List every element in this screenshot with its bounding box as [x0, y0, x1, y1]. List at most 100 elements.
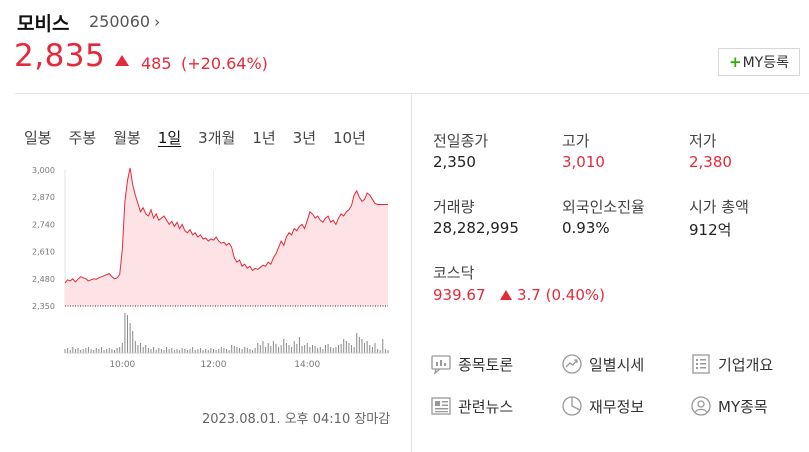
x-tick-label: 12:00 — [201, 360, 227, 370]
high-label: 고가 — [562, 132, 590, 150]
link-company-overview[interactable]: 기업개요 — [690, 353, 773, 375]
link-related-news[interactable]: 관련뉴스 — [430, 395, 513, 417]
volume-bar — [330, 347, 332, 353]
volume-bar — [314, 346, 316, 353]
volume-bar — [197, 349, 199, 353]
tab-3month[interactable]: 3개월 — [198, 129, 236, 147]
foreign-ratio-value: 0.93% — [562, 219, 610, 237]
volume-bar — [384, 349, 386, 353]
volume-bar — [77, 348, 79, 353]
prev-close-value: 2,350 — [433, 153, 476, 171]
volume-bar — [186, 350, 188, 353]
volume-bar — [301, 346, 303, 353]
volume-bar — [212, 349, 214, 353]
high-value: 3,010 — [562, 153, 605, 171]
kosdaq-label: 코스닥 — [433, 264, 475, 282]
kosdaq-change: 3.7 (0.40%) — [500, 286, 605, 304]
volume-bar — [155, 350, 157, 353]
period-tabs: 일봉 주봉 월봉 1일 3개월 1년 3년 10년 — [24, 127, 383, 148]
volume-bar — [327, 344, 329, 353]
volume-bar — [218, 349, 220, 353]
volume-bar — [278, 347, 280, 353]
volume-bar — [202, 350, 204, 353]
link-my-stocks[interactable]: MY종목 — [690, 395, 768, 417]
volume-bar — [345, 341, 347, 353]
volume-bar — [239, 348, 241, 353]
kosdaq-value: 939.67 — [433, 286, 486, 304]
link-discussion[interactable]: 종목토론 — [430, 353, 513, 375]
tab-weekly[interactable]: 주봉 — [68, 129, 97, 147]
link-financial-info[interactable]: 재무정보 — [561, 395, 644, 417]
price-line — [64, 167, 388, 284]
volume-bar — [179, 350, 181, 353]
volume-bar — [147, 348, 149, 353]
volume-bar — [93, 350, 95, 353]
volume-bar — [69, 350, 71, 353]
y-tick-label: 2,870 — [32, 193, 55, 202]
current-price: 2,835 — [14, 38, 106, 74]
chat-chart-icon — [431, 355, 451, 375]
price-area — [65, 167, 388, 306]
volume-bar — [226, 349, 227, 353]
volume-bar — [137, 345, 139, 353]
volume-bar — [113, 350, 115, 353]
tab-1day[interactable]: 1일 — [157, 129, 182, 147]
volume-bar — [158, 348, 160, 353]
tab-monthly[interactable]: 월봉 — [113, 129, 141, 147]
tab-10year[interactable]: 10년 — [333, 129, 366, 147]
stock-code-text: 250060 — [89, 12, 151, 31]
my-register-button[interactable]: + MY등록 — [718, 48, 800, 76]
volume-bar — [119, 347, 121, 353]
volume-bar — [361, 339, 363, 353]
stock-code[interactable]: 250060 › — [89, 12, 160, 31]
volume-bar — [306, 343, 308, 353]
volume-bar — [95, 348, 97, 353]
tab-1year[interactable]: 1년 — [252, 129, 276, 147]
volume-label: 거래량 — [433, 198, 475, 216]
my-register-label: MY등록 — [742, 55, 789, 71]
document-list-icon — [692, 354, 710, 374]
tab-daily[interactable]: 일봉 — [24, 129, 52, 147]
volume-bar — [64, 349, 66, 353]
volume-bar — [267, 343, 269, 353]
volume-bar — [272, 341, 274, 353]
volume-bar — [163, 350, 165, 353]
volume-bar — [72, 347, 74, 353]
link-label: 기업개요 — [718, 355, 774, 374]
volume-bar — [124, 313, 126, 353]
link-label: 일별시세 — [589, 355, 645, 374]
volume-bar — [85, 348, 87, 353]
header-divider — [15, 93, 809, 94]
volume-bar — [293, 341, 295, 353]
volume-bar — [366, 341, 368, 353]
volume-bar — [338, 345, 340, 353]
volume-bar — [168, 349, 170, 353]
volume-bar — [374, 343, 376, 353]
volume-bar — [80, 350, 82, 353]
link-label: 관련뉴스 — [458, 397, 514, 416]
y-tick-label: 2,610 — [32, 248, 55, 257]
volume-bar — [379, 350, 381, 353]
volume-bar — [145, 345, 147, 353]
user-circle-icon — [691, 396, 711, 416]
low-label: 저가 — [689, 132, 717, 150]
volume-bar — [358, 337, 360, 353]
volume-bar — [364, 343, 366, 353]
volume-bar — [199, 348, 201, 353]
link-daily-price[interactable]: 일별시세 — [561, 353, 644, 375]
market-cap-value: 912억 — [689, 221, 732, 239]
tab-3year[interactable]: 3년 — [292, 129, 317, 147]
volume-bar — [343, 339, 345, 353]
volume-bar — [241, 349, 243, 353]
volume-bar — [259, 345, 261, 353]
intraday-chart[interactable]: 3,000 2,870 2,740 2,610 2,480 2,350 10:00 12:00… — [30, 160, 392, 375]
price-change-rate: (+20.64%) — [181, 54, 268, 73]
volume-bar — [220, 347, 222, 353]
volume-bar — [356, 333, 358, 353]
volume-bar — [353, 347, 355, 353]
volume-bar — [296, 344, 298, 353]
volume-bar — [317, 348, 319, 353]
column-divider — [411, 93, 412, 452]
volume-bar — [205, 349, 207, 353]
link-label: 종목토론 — [458, 355, 514, 374]
